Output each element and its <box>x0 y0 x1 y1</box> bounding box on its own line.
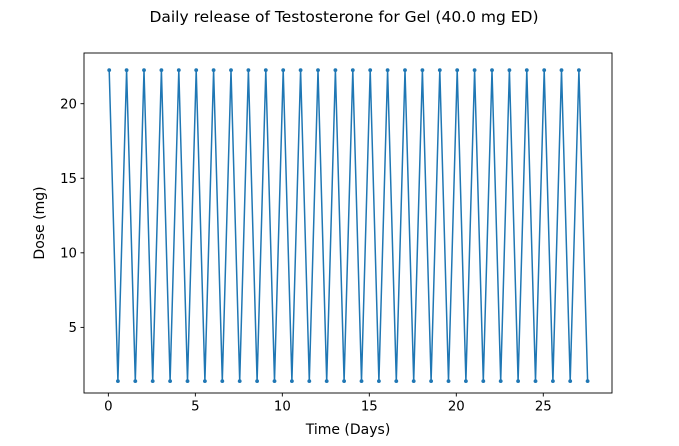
data-point-marker <box>333 68 338 72</box>
data-point-marker <box>385 68 390 72</box>
data-point-marker <box>420 68 425 72</box>
data-point-marker <box>255 379 259 383</box>
data-point-marker <box>194 68 199 72</box>
data-point-marker <box>350 68 355 72</box>
data-point-marker <box>107 68 112 72</box>
data-point-marker <box>377 379 381 383</box>
data-point-marker <box>142 68 146 72</box>
data-point-marker <box>368 68 373 72</box>
data-point-marker <box>585 379 590 383</box>
data-line-layer <box>107 68 590 383</box>
plot-frame <box>83 52 613 394</box>
data-point-marker <box>246 68 251 72</box>
data-point-marker <box>490 68 494 72</box>
x-tick-label: 10 <box>274 400 291 415</box>
data-point-marker <box>342 379 346 383</box>
data-point-marker <box>542 68 547 72</box>
data-point-marker <box>464 379 468 383</box>
data-point-marker <box>437 68 442 72</box>
x-tick-label: 0 <box>104 400 112 415</box>
x-tick-label: 5 <box>191 400 199 415</box>
data-point-marker <box>272 379 277 383</box>
data-point-marker <box>316 68 320 72</box>
data-point-marker <box>359 379 364 383</box>
data-point-marker <box>507 68 512 72</box>
data-point-marker <box>516 379 520 383</box>
data-point-marker <box>229 68 233 72</box>
data-line <box>108 69 589 382</box>
data-point-marker <box>116 379 120 383</box>
data-point-marker <box>524 68 529 72</box>
data-markers <box>107 68 590 383</box>
x-tick-label: 20 <box>448 400 465 415</box>
data-point-marker <box>220 379 225 383</box>
data-point-marker <box>498 379 503 383</box>
data-point-marker <box>429 379 433 383</box>
data-point-marker <box>281 68 286 72</box>
data-point-marker <box>203 379 207 383</box>
data-point-marker <box>298 68 303 72</box>
data-point-marker <box>150 379 155 383</box>
data-point-marker <box>176 68 181 72</box>
y-axis-label: Dose (mg) <box>32 186 48 259</box>
x-tick-label: 25 <box>535 400 552 415</box>
data-point-marker <box>211 68 216 72</box>
data-point-marker <box>481 379 486 383</box>
data-point-marker <box>403 68 407 72</box>
data-point-marker <box>577 68 581 72</box>
data-point-marker <box>133 379 138 383</box>
y-tick-label: 5 <box>69 321 77 336</box>
x-tick-label: 15 <box>361 400 378 415</box>
data-point-marker <box>237 379 242 383</box>
x-axis-label: Time (Days) <box>305 422 391 438</box>
y-tick-label: 20 <box>60 97 77 112</box>
data-point-marker <box>394 379 399 383</box>
chart-title: Daily release of Testosterone for Gel (4… <box>149 8 538 26</box>
data-point-marker <box>307 379 312 383</box>
data-point-marker <box>551 379 555 383</box>
data-point-marker <box>263 68 268 72</box>
data-point-marker <box>568 379 573 383</box>
data-point-marker <box>159 68 164 72</box>
y-tick-label: 10 <box>60 247 77 262</box>
data-point-marker <box>124 68 129 72</box>
data-point-marker <box>533 379 538 383</box>
data-point-marker <box>455 68 460 72</box>
data-point-marker <box>559 68 564 72</box>
data-point-marker <box>472 68 477 72</box>
data-point-marker <box>168 379 173 383</box>
data-point-marker <box>185 379 190 383</box>
y-tick-label: 15 <box>60 172 77 187</box>
axes-layer: 0 5 10 15 20 25 5 10 15 20 <box>60 52 613 415</box>
data-point-marker <box>411 379 416 383</box>
data-point-marker <box>324 379 329 383</box>
data-point-marker <box>290 379 294 383</box>
data-point-marker <box>446 379 451 383</box>
